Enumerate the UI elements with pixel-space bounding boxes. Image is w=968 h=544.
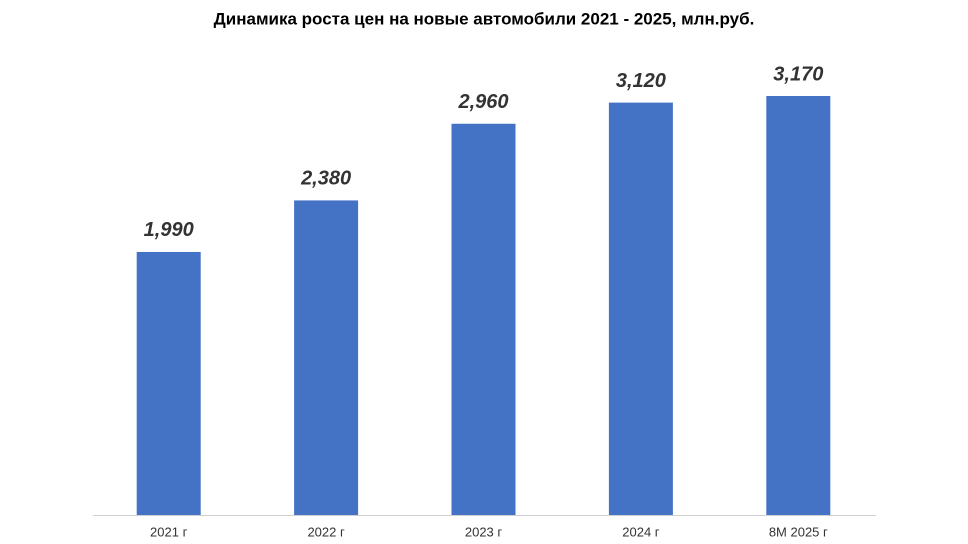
x-tick-label: 2022 г — [307, 524, 345, 539]
value-label: 3,170 — [773, 63, 823, 85]
x-tick-label: 8М 2025 г — [769, 524, 828, 539]
value-label: 2,380 — [300, 168, 351, 190]
bar — [608, 102, 673, 516]
bar — [294, 200, 359, 515]
chart-title: Динамика роста цен на новые автомобили 2… — [214, 9, 755, 28]
bar — [136, 251, 201, 516]
x-tick-label: 2024 г — [622, 524, 660, 539]
bar — [451, 123, 516, 516]
bar — [766, 96, 831, 515]
value-label: 2,960 — [457, 91, 508, 113]
x-tick-label: 2021 г — [150, 524, 188, 539]
value-label: 3,120 — [616, 70, 666, 92]
value-label: 1,990 — [144, 219, 194, 241]
x-tick-label: 2023 г — [465, 524, 503, 539]
